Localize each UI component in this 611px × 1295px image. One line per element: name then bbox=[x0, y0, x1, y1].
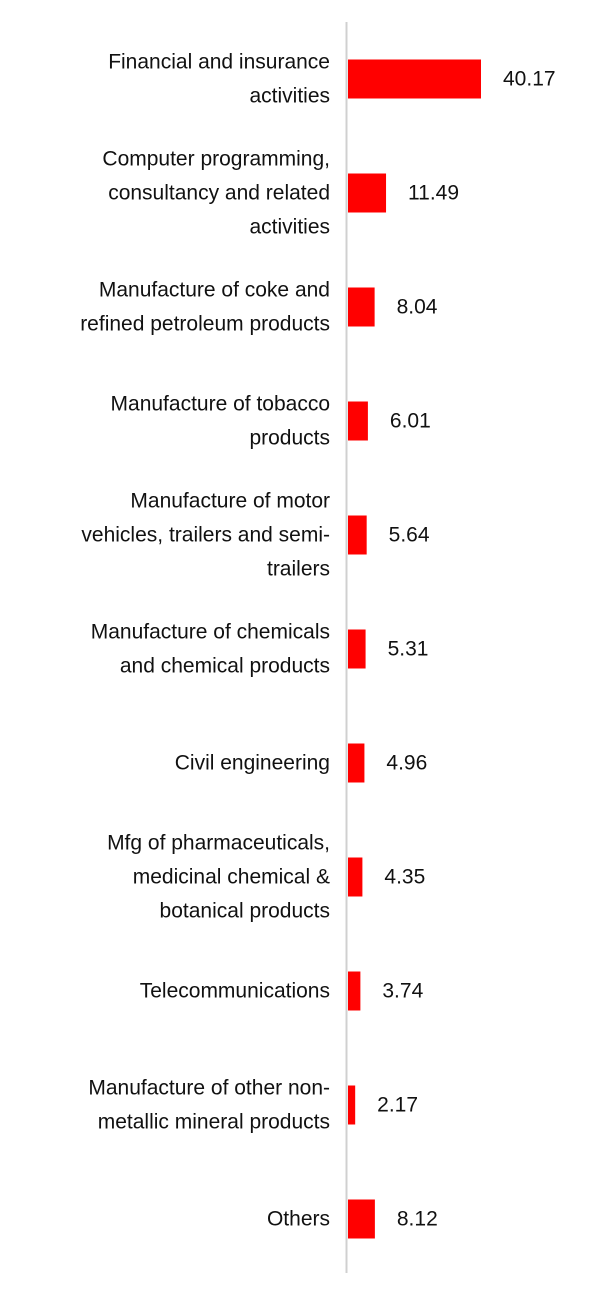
category-label-line: Telecommunications bbox=[140, 980, 330, 1003]
bar bbox=[348, 743, 365, 783]
value-label: 40.17 bbox=[503, 68, 556, 91]
category-label-line: activities bbox=[249, 85, 330, 108]
bar bbox=[348, 59, 481, 99]
category-label: Manufacture of tobacco products bbox=[111, 393, 330, 450]
category-label-line: medicinal chemical & bbox=[133, 866, 330, 889]
value-label: 8.12 bbox=[397, 1208, 438, 1231]
bar bbox=[348, 287, 375, 327]
category-label-line: Manufacture of chemicals bbox=[91, 621, 330, 644]
category-label-line: trailers bbox=[267, 558, 330, 581]
bar bbox=[348, 1085, 356, 1125]
value-label: 5.31 bbox=[388, 638, 429, 661]
category-label-line: Financial and insurance bbox=[108, 51, 330, 74]
labels-layer: 40.17 Financial and insurance activities 11… bbox=[80, 51, 555, 1231]
bars-layer bbox=[348, 59, 481, 1239]
bar bbox=[348, 515, 367, 555]
category-label: Manufacture of coke and refined petroleum… bbox=[80, 279, 330, 336]
bar bbox=[348, 1199, 375, 1239]
category-label: Manufacture of chemicals and chemical pro… bbox=[91, 621, 330, 678]
category-label: Financial and insurance activities bbox=[108, 51, 330, 108]
category-label-line: Manufacture of other non- bbox=[88, 1077, 330, 1100]
category-label-line: refined petroleum products bbox=[80, 313, 330, 336]
category-label-line: and chemical products bbox=[120, 655, 330, 678]
bar bbox=[348, 857, 363, 897]
bar bbox=[348, 173, 387, 213]
value-label: 4.96 bbox=[386, 752, 427, 775]
category-label-line: Computer programming, bbox=[102, 148, 330, 171]
category-label-line: Manufacture of coke and bbox=[99, 279, 330, 302]
category-label-line: products bbox=[249, 427, 330, 450]
bar bbox=[348, 629, 366, 669]
category-label-line: vehicles, trailers and semi- bbox=[81, 524, 330, 547]
bar bbox=[348, 971, 361, 1011]
category-label-line: botanical products bbox=[160, 900, 330, 923]
category-label-line: activities bbox=[249, 216, 330, 239]
value-label: 6.01 bbox=[390, 410, 431, 433]
value-label: 11.49 bbox=[408, 182, 459, 205]
category-label-line: Manufacture of tobacco bbox=[111, 393, 330, 416]
category-label: Civil engineering bbox=[175, 752, 330, 775]
value-label: 5.64 bbox=[389, 524, 430, 547]
category-label: Manufacture of other non-metallic minera… bbox=[88, 1077, 330, 1134]
value-label: 8.04 bbox=[397, 296, 438, 319]
category-label-line: Mfg of pharmaceuticals, bbox=[107, 832, 330, 855]
category-label: Manufacture of motor vehicles, trailers a… bbox=[81, 490, 330, 581]
category-label-line: Manufacture of motor bbox=[130, 490, 330, 513]
category-label-line: Civil engineering bbox=[175, 752, 330, 775]
category-label: Computer programming, consultancy and rel… bbox=[102, 148, 330, 239]
bar bbox=[348, 401, 368, 441]
category-label-line: metallic mineral products bbox=[98, 1111, 330, 1134]
category-label-line: Others bbox=[267, 1208, 330, 1231]
value-label: 3.74 bbox=[382, 980, 423, 1003]
value-label: 4.35 bbox=[384, 866, 425, 889]
category-label: Telecommunications bbox=[140, 980, 330, 1003]
category-label: Mfg of pharmaceuticals, medicinal chemica… bbox=[107, 832, 330, 923]
category-label: Others bbox=[267, 1208, 330, 1231]
value-label: 2.17 bbox=[377, 1094, 418, 1117]
category-label-line: consultancy and related bbox=[108, 182, 330, 205]
